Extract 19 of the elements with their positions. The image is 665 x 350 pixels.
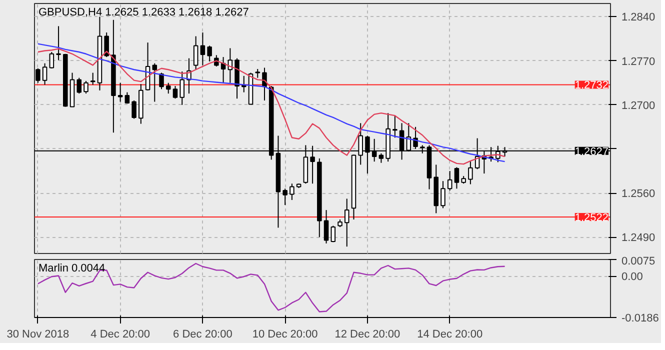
chart-title: Marlin 0.0044 — [38, 262, 106, 274]
x-tick-label: 30 Nov 2018 — [6, 328, 70, 340]
ref-line-label: 1.2627 — [574, 146, 609, 158]
x-tick-label: 4 Dec 20:00 — [90, 328, 150, 340]
y-tick-label: 0.00 — [622, 271, 643, 284]
x-tick-label: 6 Dec 20:00 — [173, 328, 232, 340]
y-tick-label: 1.2840 — [622, 12, 656, 24]
y-tick-label: 1.2700 — [622, 100, 656, 112]
y-tick-label: 1.2560 — [622, 188, 656, 200]
x-tick-label: 12 Dec 20:00 — [334, 328, 400, 340]
x-tick-label: 10 Dec 20:00 — [252, 328, 318, 340]
ref-line-label: 1.2522 — [574, 212, 609, 224]
ref-line-label: 1.2732 — [574, 80, 609, 92]
y-tick-label: -0.0186 — [622, 312, 659, 324]
y-tick-label: 1.2490 — [622, 232, 656, 244]
x-tick-label: 14 Dec 20:00 — [417, 328, 483, 340]
chart-title: GBPUSD,H4 1.2625 1.2633 1.2618 1.2627 — [38, 6, 249, 18]
y-tick-label: 1.2770 — [622, 56, 656, 68]
y-tick-label: 0.0075 — [622, 256, 656, 268]
